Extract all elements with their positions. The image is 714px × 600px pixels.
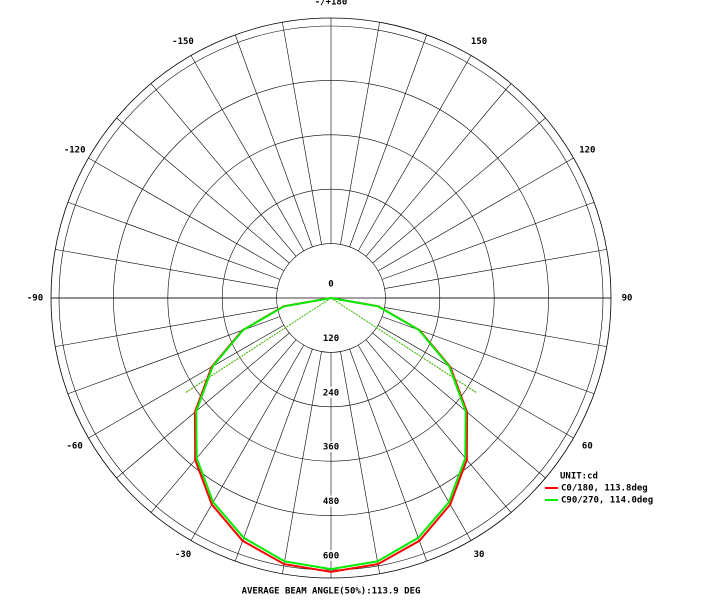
theta-tick-label: -/+180 [315,0,348,8]
theta-tick-label: 90 [622,294,633,304]
spoke [190,344,305,541]
ring-label-bg [319,278,343,289]
ring-label-bg [319,495,343,507]
spoke [340,351,380,574]
spoke [340,22,380,245]
spoke [384,307,607,347]
spoke [234,349,313,562]
spoke [55,307,278,347]
theta-tick-label: -90 [27,294,43,304]
spoke [116,332,290,479]
spoke [382,201,595,280]
spoke [372,332,546,479]
spoke [88,157,285,272]
r-tick-label: 360 [323,443,339,453]
theta-tick-label: 60 [582,442,593,452]
spoke [190,55,305,252]
theta-tick-label: 30 [474,550,485,560]
spoke [234,34,313,247]
legend-label: C90/270, 114.0deg [561,496,653,506]
r-tick-label: 240 [323,388,339,398]
spoke [365,339,512,513]
theta-tick-label: -30 [175,550,191,560]
grid-ring [167,134,495,462]
spoke [377,157,574,272]
spoke [282,22,322,245]
spoke [365,83,512,257]
spoke [88,324,285,439]
spoke [116,117,290,264]
grid-ring [113,80,549,516]
spoke [349,349,428,562]
spoke [357,55,472,252]
r-tick-label: 480 [323,497,339,507]
spoke [384,249,607,289]
ring-label-bg [319,332,343,344]
theta-tick-label: -150 [172,37,194,47]
spoke [67,201,280,280]
grid-ring [276,243,386,353]
spoke [349,34,428,247]
spoke [377,324,574,439]
spoke [55,249,278,289]
spoke [282,351,322,574]
ring-label-bg [319,386,343,398]
unit-label: UNIT:cd [560,472,598,482]
caption: AVERAGE BEAM ANGLE(50%):113.9 DEG [242,587,421,597]
ring-label-bg [319,550,343,561]
ring-label-bg [319,441,343,453]
spoke [357,344,472,541]
spoke [372,117,546,264]
r-tick-label: 120 [323,334,339,344]
spoke [150,339,297,513]
r-tick-label: 0 [328,280,333,290]
legend-label: C0/180, 113.8deg [561,484,648,494]
theta-tick-label: -120 [64,146,86,156]
r-tick-label: 600 [323,552,339,562]
theta-tick-label: -60 [67,442,83,452]
theta-tick-label: 120 [579,146,595,156]
series-curve [195,297,467,571]
theta-tick-label: 150 [471,37,487,47]
spoke [150,83,297,257]
grid-ring [221,188,441,408]
